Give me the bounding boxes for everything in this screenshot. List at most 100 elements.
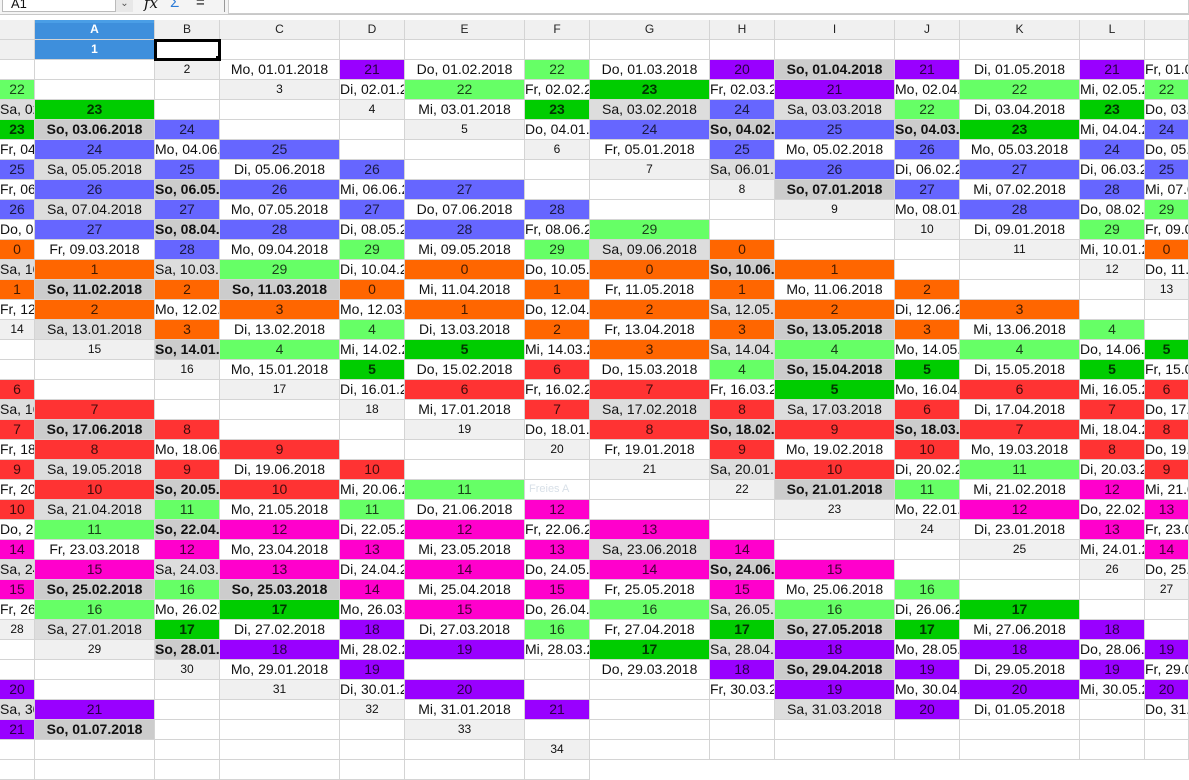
day-value-cell[interactable]: 29	[1145, 200, 1189, 220]
date-cell[interactable]: Fr, 22.06.2018	[525, 520, 590, 540]
date-cell[interactable]: Sa, 31.03.2018	[775, 700, 895, 720]
day-value-cell[interactable]: 14	[710, 540, 775, 560]
day-value-cell[interactable]: 8	[1080, 440, 1145, 460]
row-header[interactable]: 10	[895, 220, 960, 240]
empty-cell[interactable]	[0, 360, 35, 380]
empty-cell[interactable]	[775, 240, 895, 260]
day-value-cell[interactable]: 21	[0, 720, 35, 740]
day-value-cell[interactable]: 7	[1080, 400, 1145, 420]
day-value-cell[interactable]: 6	[960, 380, 1080, 400]
day-value-cell[interactable]: 14	[1145, 540, 1189, 560]
empty-cell[interactable]	[155, 100, 220, 120]
day-value-cell[interactable]: 1	[35, 260, 155, 280]
date-cell[interactable]: Do, 19.04.2018	[1145, 440, 1189, 460]
date-cell[interactable]: Di, 17.04.2018	[960, 400, 1080, 420]
date-cell[interactable]: So, 25.03.2018	[220, 580, 340, 600]
date-cell[interactable]: So, 25.02.2018	[35, 580, 155, 600]
date-cell[interactable]: Di, 29.05.2018	[960, 660, 1080, 680]
date-cell[interactable]	[960, 740, 1080, 760]
day-value-cell[interactable]	[220, 40, 340, 60]
date-cell[interactable]: So, 08.04.2018	[155, 220, 220, 240]
day-value-cell[interactable]: 19	[405, 640, 525, 660]
empty-cell[interactable]	[525, 760, 590, 780]
empty-cell[interactable]	[405, 160, 525, 180]
empty-cell[interactable]	[0, 660, 35, 680]
empty-cell[interactable]	[590, 480, 710, 500]
day-value-cell[interactable]: 0	[340, 280, 405, 300]
date-cell[interactable]: Di, 10.04.2018	[340, 260, 405, 280]
row-header[interactable]: 8	[710, 180, 775, 200]
day-value-cell[interactable]: 21	[895, 60, 960, 80]
day-value-cell[interactable]: 24	[710, 100, 775, 120]
day-value-cell[interactable]: 14	[405, 560, 525, 580]
day-value-cell[interactable]: 8	[35, 440, 155, 460]
date-cell[interactable]: So, 11.03.2018	[220, 280, 340, 300]
empty-cell[interactable]	[1145, 600, 1189, 620]
date-cell[interactable]: Mi, 14.02.2018	[340, 340, 405, 360]
day-value-cell[interactable]: 15	[710, 580, 775, 600]
day-value-cell[interactable]: 26	[340, 160, 405, 180]
date-cell[interactable]: Di, 20.03.2018	[1080, 460, 1145, 480]
day-value-cell[interactable]: 12	[960, 500, 1080, 520]
date-cell[interactable]: So, 20.05.2018	[155, 480, 220, 500]
date-cell[interactable]: Mo, 14.05.2018	[895, 340, 960, 360]
date-cell[interactable]: Sa, 13.01.2018	[35, 320, 155, 340]
day-value-cell[interactable]: 25	[0, 160, 35, 180]
overflow-note[interactable]: Freies A	[525, 480, 590, 500]
day-value-cell[interactable]: 8	[155, 420, 220, 440]
date-cell[interactable]: Sa, 24.02.2018	[0, 560, 35, 580]
date-cell[interactable]: Mo, 12.02.2018	[155, 300, 220, 320]
date-cell[interactable]: Mi, 11.04.2018	[405, 280, 525, 300]
day-value-cell[interactable]: 23	[590, 80, 710, 100]
empty-cell[interactable]	[1080, 300, 1145, 320]
empty-cell[interactable]	[155, 680, 220, 700]
date-cell[interactable]: Di, 22.05.2018	[340, 520, 405, 540]
day-value-cell[interactable]: 2	[895, 280, 960, 300]
empty-cell[interactable]	[340, 120, 405, 140]
row-header[interactable]: 27	[1145, 580, 1189, 600]
row-header[interactable]: 17	[220, 380, 340, 400]
day-value-cell[interactable]	[775, 720, 895, 740]
empty-cell[interactable]	[710, 220, 775, 240]
day-value-cell[interactable]: 28	[220, 220, 340, 240]
day-value-cell[interactable]: 15	[525, 580, 590, 600]
date-cell[interactable]: Mi, 24.01.2018	[1080, 540, 1145, 560]
day-value-cell[interactable]: 16	[775, 600, 895, 620]
date-cell[interactable]: Mo, 19.03.2018	[960, 440, 1080, 460]
day-value-cell[interactable]: 2	[155, 280, 220, 300]
date-cell[interactable]: Mo, 18.06.2018	[155, 440, 220, 460]
day-value-cell[interactable]: 27	[340, 200, 405, 220]
day-value-cell[interactable]: 2	[35, 300, 155, 320]
sum-icon[interactable]: Σ	[170, 0, 180, 11]
row-header[interactable]: 15	[35, 340, 155, 360]
day-value-cell[interactable]	[1080, 700, 1145, 720]
date-cell[interactable]: Sa, 03.02.2018	[590, 100, 710, 120]
date-cell[interactable]: Do, 04.01.2018	[525, 120, 590, 140]
date-cell[interactable]	[155, 740, 220, 760]
day-value-cell[interactable]: 13	[220, 560, 340, 580]
day-value-cell[interactable]: 0	[0, 240, 35, 260]
day-value-cell[interactable]: 20	[895, 700, 960, 720]
row-header[interactable]: 32	[340, 700, 405, 720]
date-cell[interactable]: So, 22.04.2018	[155, 520, 220, 540]
row-header[interactable]: 18	[340, 400, 405, 420]
row-header[interactable]: 2	[155, 60, 220, 80]
day-value-cell[interactable]: 13	[590, 520, 710, 540]
column-header-d[interactable]: D	[340, 20, 405, 40]
day-value-cell[interactable]: 2	[775, 300, 895, 320]
day-value-cell[interactable]: 28	[405, 220, 525, 240]
day-value-cell[interactable]: 2	[590, 300, 710, 320]
chevron-down-icon[interactable]: ⌄	[115, 0, 133, 12]
day-value-cell[interactable]: 18	[775, 640, 895, 660]
date-cell[interactable]: So, 29.04.2018	[775, 660, 895, 680]
day-value-cell[interactable]: 2	[525, 320, 590, 340]
day-value-cell[interactable]: 22	[525, 60, 590, 80]
day-value-cell[interactable]: 27	[895, 180, 960, 200]
date-cell[interactable]: Mi, 04.04.2018	[1080, 120, 1145, 140]
day-value-cell[interactable]	[895, 740, 960, 760]
empty-cell[interactable]	[775, 220, 895, 240]
day-value-cell[interactable]: 10	[0, 500, 35, 520]
empty-cell[interactable]	[0, 60, 35, 80]
day-value-cell[interactable]: 25	[710, 140, 775, 160]
day-value-cell[interactable]: 28	[1080, 180, 1145, 200]
